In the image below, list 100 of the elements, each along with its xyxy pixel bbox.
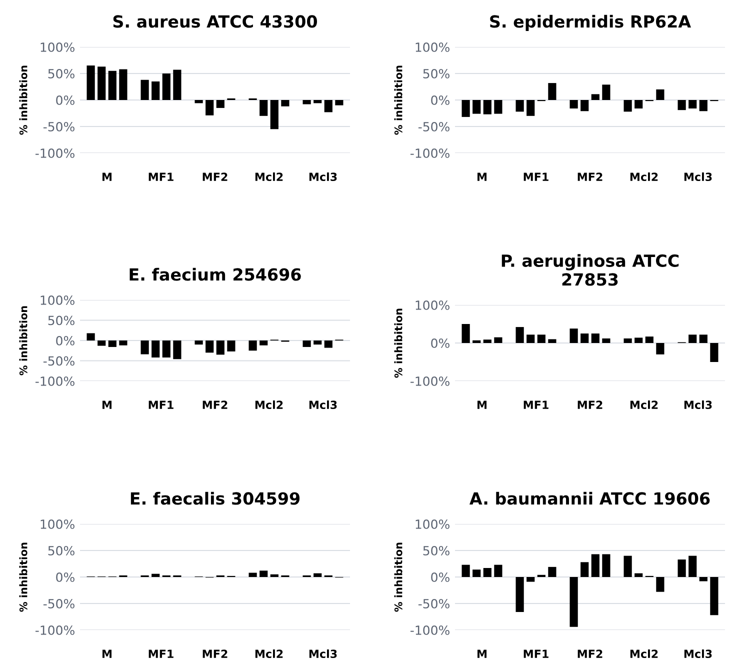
bar (335, 100, 344, 106)
bar (324, 100, 332, 112)
y-tick-label: -100% (410, 148, 450, 158)
bar (526, 577, 535, 582)
x-tick-label: MF2 (578, 172, 602, 181)
bar (483, 340, 492, 343)
y-tick-label: 100% (416, 519, 450, 529)
bar (314, 573, 322, 577)
chart-title: E. faecium 254696 (130, 268, 301, 281)
chart-title: P. aeruginosa ATCC 27853 (502, 254, 679, 286)
bar (216, 340, 224, 355)
bar (688, 556, 697, 577)
bar (462, 564, 470, 577)
x-tick-label: Mcl3 (309, 172, 337, 182)
bar (260, 570, 268, 577)
y-tick-label: 100% (416, 42, 450, 52)
bar (537, 334, 546, 343)
x-tick-label: MF2 (578, 650, 602, 658)
x-tick-label: MF1 (524, 172, 548, 181)
bar (602, 84, 610, 100)
y-axis-title: % inhibition (19, 306, 28, 376)
bar (656, 343, 664, 354)
bar (140, 340, 149, 354)
bar (108, 70, 116, 100)
bar (86, 66, 95, 100)
bar (678, 100, 686, 110)
bar (98, 340, 106, 346)
bar (260, 100, 268, 116)
bar (548, 566, 556, 577)
x-tick-label: MF2 (578, 400, 602, 409)
bar (119, 340, 128, 346)
bar (548, 339, 556, 343)
bar (656, 89, 664, 100)
bar (699, 100, 708, 112)
bar (688, 334, 697, 343)
bar (270, 574, 278, 577)
y-tick-label: 0% (431, 95, 450, 105)
x-tick-label: MF1 (524, 650, 548, 658)
bar (260, 340, 268, 346)
x-tick-label: MF1 (148, 172, 174, 181)
bar (194, 340, 203, 345)
y-tick-label: 100% (40, 295, 74, 305)
chart-title: A. baumannii ATCC 19606 (469, 492, 710, 505)
x-tick-label: Mcl2 (630, 649, 658, 658)
y-tick-label: 100% (40, 519, 74, 529)
bar (98, 66, 106, 100)
bar (634, 573, 643, 577)
x-tick-label: Mcl2 (255, 172, 283, 182)
y-tick-label: 0% (56, 572, 74, 582)
bar (206, 100, 214, 116)
x-tick-label: M (477, 172, 487, 181)
x-tick-label: MF2 (202, 650, 228, 658)
x-tick-label: MF1 (524, 400, 548, 409)
bar (570, 577, 578, 627)
bar (634, 100, 643, 108)
bar (516, 327, 524, 343)
bar (624, 100, 632, 112)
y-axis-title: % inhibition (394, 308, 402, 378)
x-tick-label: M (102, 400, 112, 409)
bar (710, 577, 718, 616)
bar (624, 556, 632, 577)
chart-title: S. epidermidis RP62A (490, 14, 691, 32)
y-tick-label: -100% (410, 625, 450, 635)
bar (570, 100, 578, 108)
x-tick-label: M (102, 650, 112, 658)
bar (173, 340, 182, 360)
bar (602, 338, 610, 343)
bar (624, 338, 632, 343)
x-tick-label: Mcl3 (684, 400, 712, 410)
y-tick-label: 0% (431, 572, 450, 582)
y-tick-label: -100% (410, 376, 450, 386)
y-tick-label: 50% (423, 546, 450, 556)
bar (591, 334, 600, 343)
bar (483, 568, 492, 577)
bar (710, 343, 718, 362)
bar (173, 70, 182, 100)
bar (152, 340, 160, 358)
x-tick-label: MF2 (202, 172, 228, 181)
bar (472, 100, 481, 114)
x-tick-label: Mcl2 (255, 400, 283, 410)
bar (152, 81, 160, 100)
y-tick-label: 50% (48, 68, 74, 78)
y-tick-label: -50% (43, 122, 74, 132)
bar (462, 324, 470, 343)
bar (108, 340, 116, 347)
y-axis-title: % inhibition (19, 542, 28, 612)
bar (645, 336, 654, 343)
bar (270, 100, 278, 130)
y-axis-title: % inhibition (394, 66, 402, 135)
bar (688, 100, 697, 108)
bar (194, 100, 203, 104)
chart-title: E. faecalis 304599 (130, 492, 300, 505)
bar (206, 340, 214, 353)
bar (602, 554, 610, 577)
y-axis-title: % inhibition (19, 66, 28, 135)
y-axis-title: % inhibition (394, 542, 402, 612)
bar (591, 554, 600, 577)
x-tick-label: Mcl2 (630, 400, 658, 410)
bar (526, 334, 535, 343)
bar (302, 100, 311, 104)
